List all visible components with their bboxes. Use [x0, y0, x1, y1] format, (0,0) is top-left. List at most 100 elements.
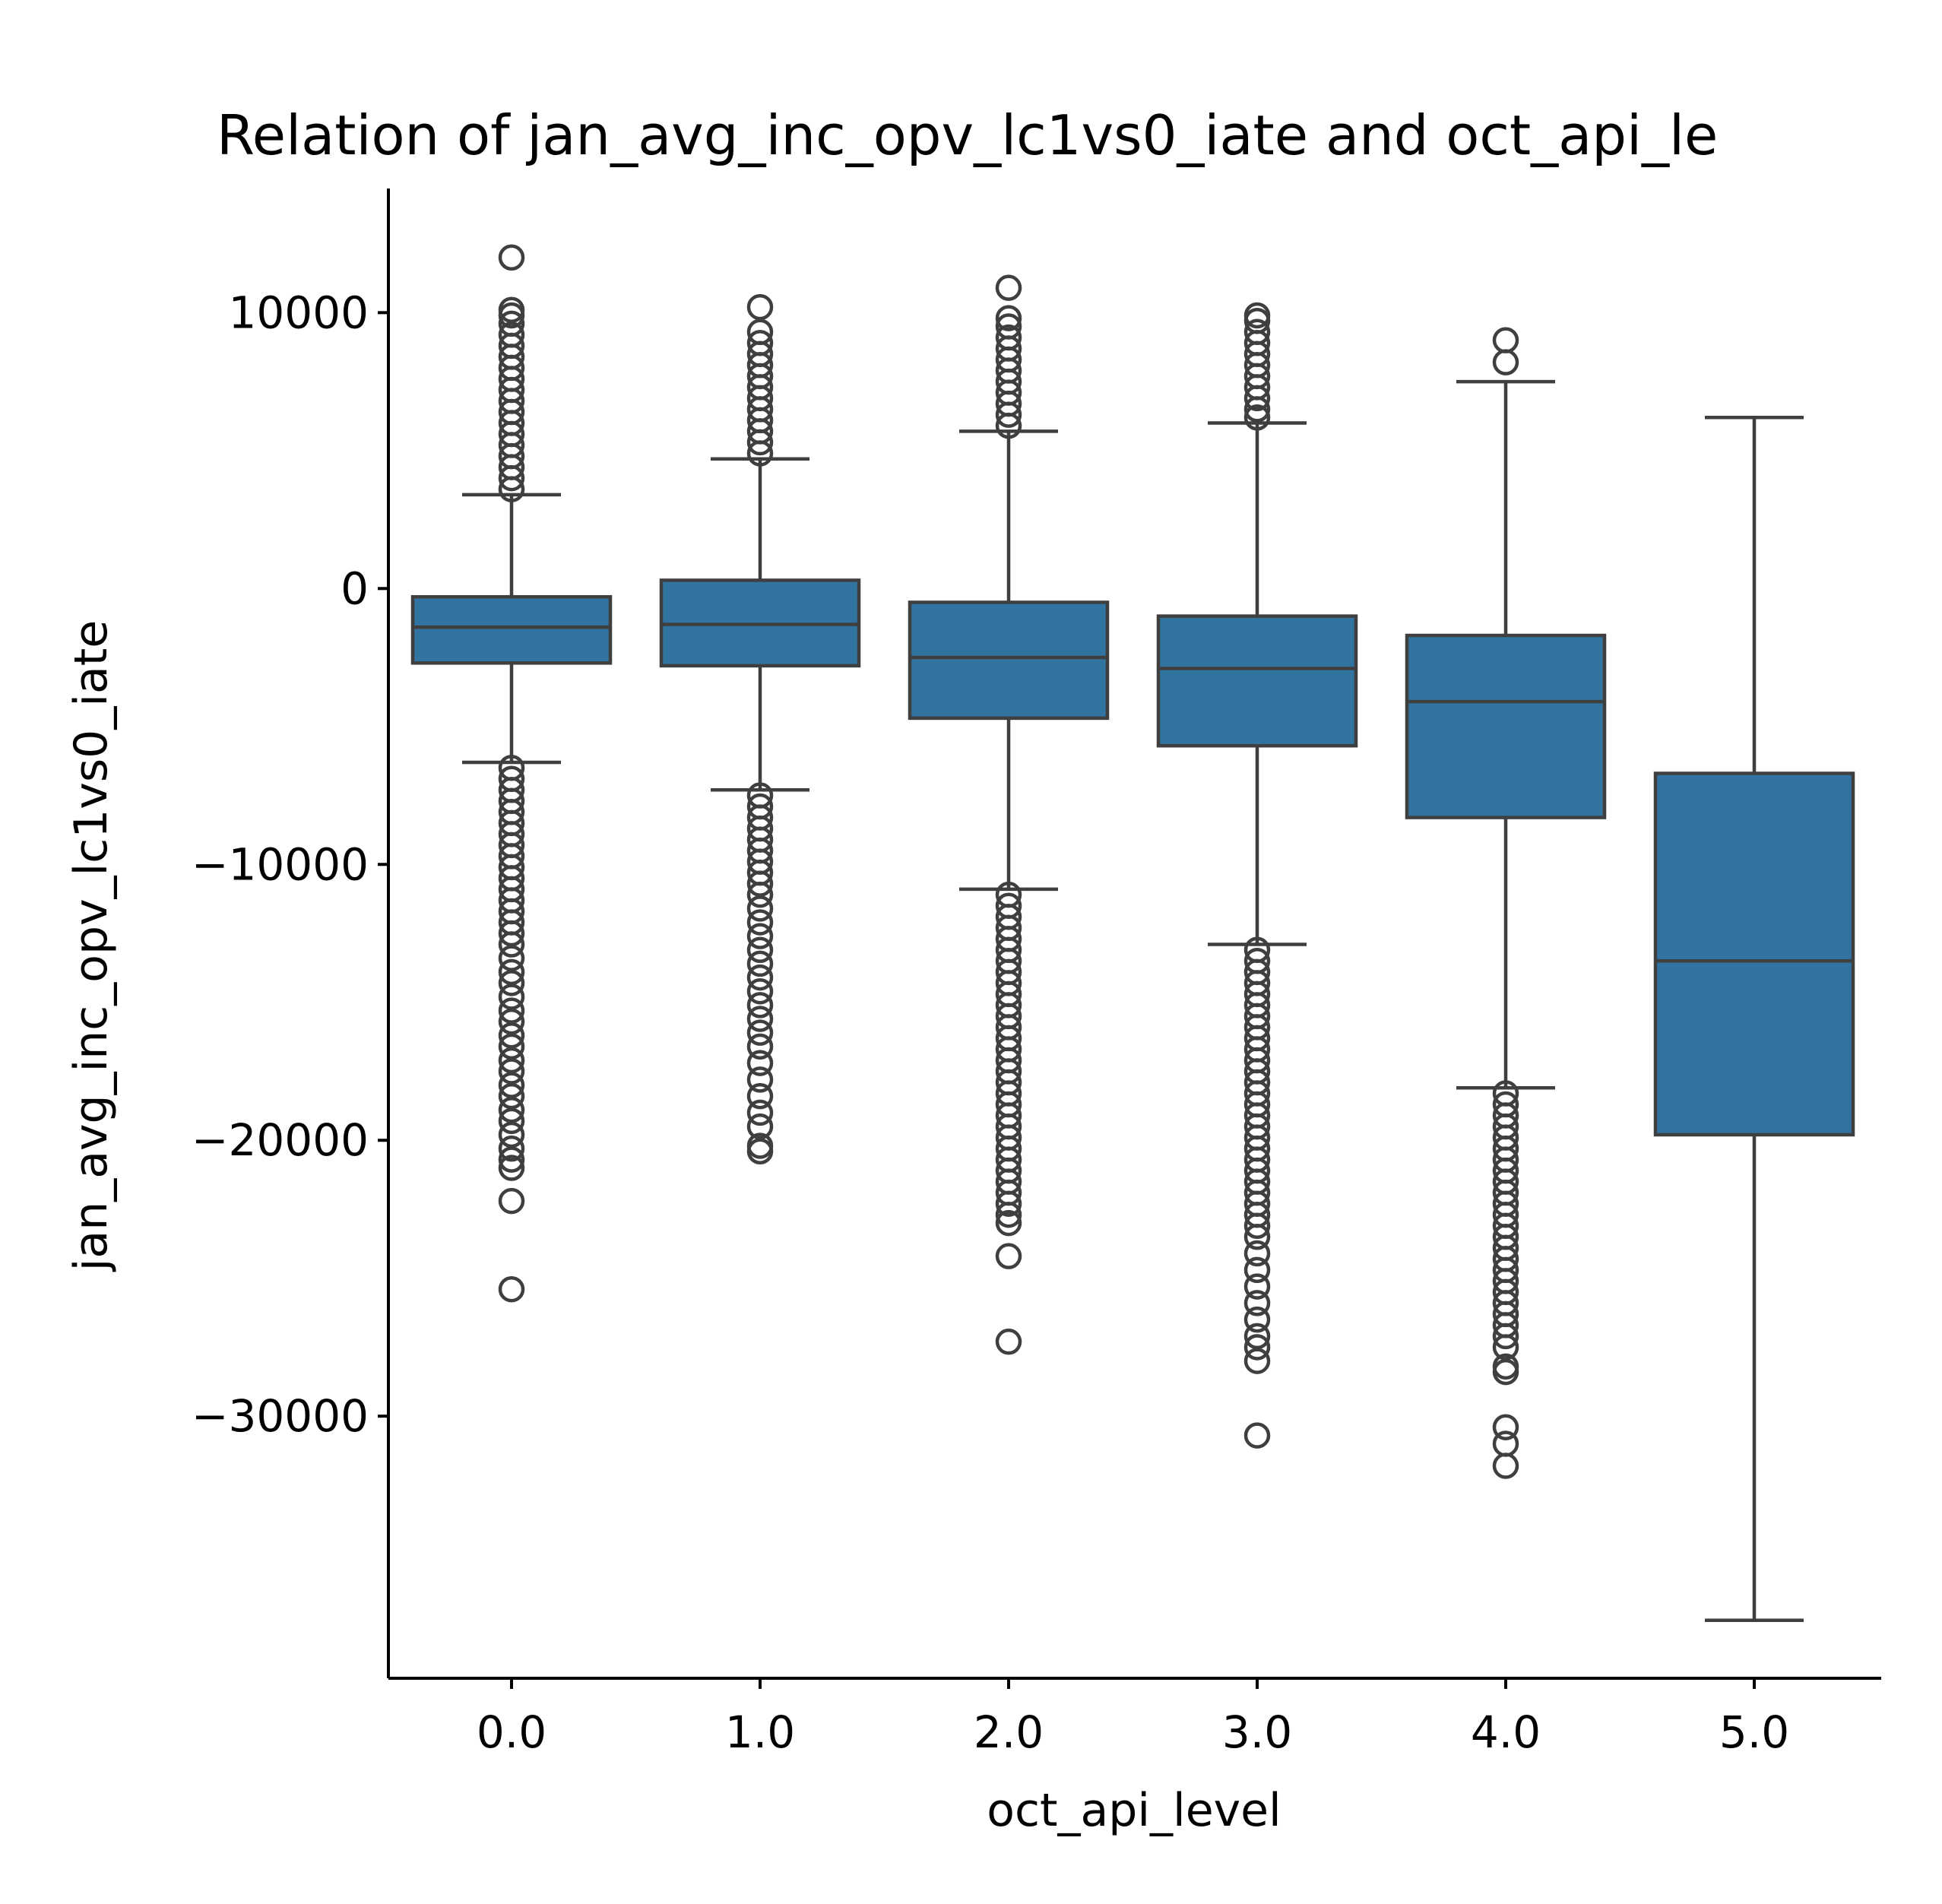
outlier-point — [746, 318, 774, 345]
outlier-point — [498, 970, 525, 996]
outlier-point — [1243, 318, 1271, 345]
outlier-point — [1492, 1358, 1519, 1386]
outlier-point — [746, 909, 774, 936]
outlier-point — [498, 1033, 525, 1060]
outlier-point — [498, 984, 525, 1010]
x-tick-label: 4.0 — [1471, 1706, 1541, 1758]
box-4.0 — [1405, 633, 1607, 819]
outlier-point — [746, 1006, 774, 1032]
y-tick-label: −10000 — [192, 838, 369, 890]
outlier-point — [995, 1328, 1022, 1355]
x-tick-label: 2.0 — [974, 1706, 1044, 1758]
x-tick-label: 0.0 — [477, 1706, 546, 1758]
outlier-point — [746, 1019, 774, 1046]
outlier-point — [995, 313, 1022, 340]
outlier-point — [498, 1107, 525, 1135]
outlier-point — [995, 1201, 1022, 1228]
y-tick-label: −20000 — [192, 1114, 369, 1166]
outlier-point — [498, 1072, 525, 1098]
outlier-point — [498, 1058, 525, 1085]
outlier-point — [995, 305, 1022, 331]
box-3.0 — [1156, 614, 1358, 748]
outlier-point — [498, 931, 525, 958]
outlier-point — [746, 1113, 774, 1140]
outlier-point — [498, 1121, 525, 1148]
outlier-point — [498, 1146, 525, 1173]
outlier-point — [995, 324, 1022, 351]
chart-title: Relation of jan_avg_inc_opv_lc1vs0_iate … — [217, 103, 1718, 167]
outlier-point — [995, 1209, 1022, 1237]
outlier-point — [1492, 1453, 1519, 1479]
outlier-point — [746, 923, 774, 949]
outlier-point — [1492, 327, 1519, 353]
outlier-point — [498, 322, 525, 348]
outlier-point — [1243, 1212, 1271, 1239]
outlier-point — [995, 1190, 1022, 1217]
outlier-point — [1243, 1290, 1271, 1316]
outlier-point — [498, 1155, 525, 1181]
y-axis-label: jan_avg_inc_opv_lc1vs0_iate — [65, 620, 118, 1272]
x-tick-label: 1.0 — [725, 1706, 795, 1758]
outlier-point — [746, 1033, 774, 1060]
outlier-point — [1492, 1323, 1519, 1350]
outlier-point — [746, 870, 774, 897]
outlier-point — [498, 310, 525, 337]
outlier-point — [746, 1138, 774, 1164]
outlier-point — [1243, 404, 1271, 431]
box-0.0 — [410, 594, 613, 665]
outlier-point — [1492, 1334, 1519, 1361]
x-axis-label: oct_api_level — [987, 1784, 1281, 1837]
outlier-point — [746, 964, 774, 991]
outlier-point — [746, 1050, 774, 1076]
outlier-point — [995, 274, 1022, 301]
outlier-point — [746, 950, 774, 977]
outlier-point — [746, 1066, 774, 1093]
outlier-point — [498, 244, 525, 271]
x-tick-label: 3.0 — [1222, 1706, 1292, 1758]
y-tick-label: 10000 — [228, 287, 369, 338]
outlier-point — [746, 936, 774, 964]
outlier-point — [1243, 1422, 1271, 1449]
outlier-point — [498, 1135, 525, 1162]
outlier-point — [498, 1082, 525, 1110]
outlier-point — [1243, 1224, 1271, 1250]
outlier-point — [746, 1082, 774, 1110]
outlier-point — [498, 1008, 525, 1035]
outlier-point — [746, 881, 774, 908]
outlier-point — [1492, 1430, 1519, 1457]
outlier-point — [746, 992, 774, 1019]
plot-area: 10000 0 −10000 −20000 −30000 0.0 1.0 2.0 3.0 4.0 5… — [192, 188, 1881, 1758]
outlier-point — [498, 1047, 525, 1074]
outlier-point — [498, 997, 525, 1024]
y-tick-label: −30000 — [192, 1390, 369, 1442]
outlier-point — [498, 296, 525, 323]
outlier-point — [1243, 1334, 1271, 1361]
y-tick-label: 0 — [341, 562, 369, 614]
box-2.0 — [908, 600, 1110, 721]
outlier-point — [1243, 1323, 1271, 1350]
outlier-point — [498, 920, 525, 947]
outlier-point — [746, 1099, 774, 1126]
x-tick-label: 5.0 — [1719, 1706, 1789, 1758]
box-5.0 — [1653, 771, 1855, 1137]
outlier-point — [498, 945, 525, 971]
outlier-point — [746, 977, 774, 1005]
outlier-point — [1243, 1306, 1271, 1333]
outlier-point — [1492, 349, 1519, 375]
outlier-point — [498, 1275, 525, 1303]
outlier-point — [1243, 1273, 1271, 1300]
outlier-point — [995, 1243, 1022, 1269]
outlier-point — [1243, 1240, 1271, 1267]
outlier-point — [746, 293, 774, 321]
outlier-point — [1243, 302, 1271, 329]
outlier-point — [1243, 1256, 1271, 1284]
outlier-point — [746, 895, 774, 922]
outlier-point — [498, 1097, 525, 1123]
outlier-point — [498, 1022, 525, 1049]
outlier-point — [1243, 1348, 1271, 1374]
outlier-point — [498, 1187, 525, 1215]
outlier-point — [1492, 1414, 1519, 1440]
outlier-point — [498, 958, 525, 986]
